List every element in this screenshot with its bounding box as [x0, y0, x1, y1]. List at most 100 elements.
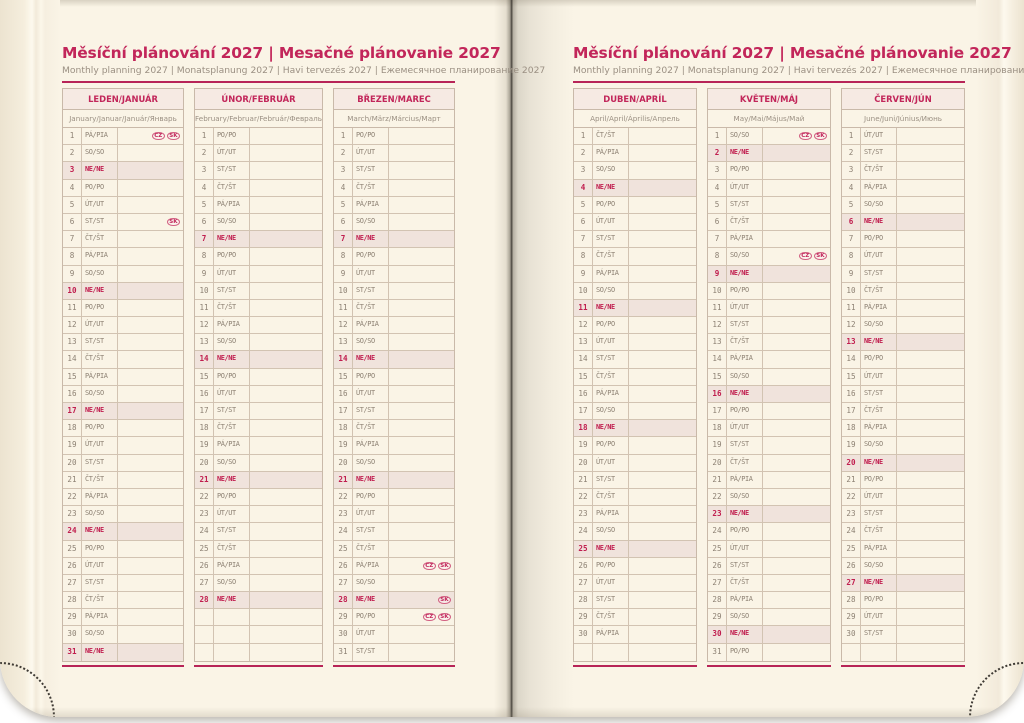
notes-cell: [118, 626, 183, 642]
notes-cell: [629, 300, 696, 316]
notes-cell: [629, 197, 696, 213]
day-number: 28: [708, 592, 727, 609]
notes-cell: [118, 197, 183, 213]
notes-cell: [250, 489, 322, 505]
day-abbrev: ÚT/UT: [861, 609, 897, 626]
day-number: 16: [334, 385, 353, 402]
day-row: 3 ST/ST: [333, 162, 455, 180]
day-number: 1: [63, 128, 82, 145]
notes-cell: [250, 523, 322, 539]
notes-cell: [389, 145, 454, 161]
day-row-sunday: 17 NE/NE: [63, 403, 184, 421]
day-abbrev: PÁ/PIA: [593, 385, 629, 402]
day-abbrev: PO/PO: [82, 420, 118, 437]
day-number: 14: [842, 351, 861, 368]
day-row: 15 PÁ/PIA: [63, 368, 184, 386]
day-abbrev: ST/ST: [82, 574, 118, 592]
day-row: 17 PO/PO: [708, 403, 830, 421]
page-stack-edge-right: [976, 0, 1024, 717]
notes-cell: [763, 609, 830, 625]
day-row: 4 ÚT/UT: [708, 179, 830, 197]
month-grid: ÚNOR/FEBRUÁR February/Februar/Február/Фев…: [194, 88, 323, 662]
notes-cell: [629, 283, 696, 299]
day-row: [195, 609, 322, 627]
day-abbrev: ÚT/UT: [353, 385, 389, 402]
notes-cell: [629, 609, 696, 625]
day-abbrev: ST/ST: [593, 471, 629, 488]
day-number: 6: [63, 213, 82, 231]
notes-cell: [118, 180, 183, 196]
notes-cell: [118, 351, 183, 367]
notes-cell: [389, 455, 454, 471]
day-row: 11 PÁ/PIA: [842, 299, 964, 318]
notes-cell: [389, 180, 454, 196]
day-number: 21: [334, 471, 353, 488]
day-abbrev: ÚT/UT: [593, 334, 629, 351]
notes-cell: [118, 472, 183, 488]
day-abbrev: PO/PO: [727, 162, 763, 179]
day-number: 26: [195, 557, 215, 574]
notes-cell: [897, 592, 964, 608]
day-abbrev: NE/NE: [353, 231, 389, 248]
day-abbrev: PÁ/PIA: [82, 609, 118, 626]
month-rows: 1 SO/SO CZ SK 2 NE/NE 3 PO/PO 4 ÚT/UT 5 ST/ST 6 ČT/ŠT…: [708, 128, 830, 661]
day-number: 3: [842, 162, 861, 179]
day-abbrev: PÁ/PIA: [214, 317, 251, 334]
notes-cell: [763, 162, 830, 178]
day-abbrev: ST/ST: [214, 523, 251, 540]
notes-cell: [629, 386, 696, 402]
notes-cell: [389, 334, 454, 350]
day-row: [195, 643, 322, 661]
day-row: 19 PÁ/PIA: [333, 437, 455, 455]
day-abbrev: NE/NE: [82, 403, 118, 420]
page-right: Měsíční plánování 2027 | Mesačné plánova…: [573, 44, 1024, 667]
notes-cell: [897, 334, 964, 350]
day-abbrev: PÁ/PIA: [214, 437, 251, 454]
notes-cell: [763, 541, 830, 557]
day-row: [842, 643, 964, 661]
day-number: 15: [574, 368, 593, 385]
day-number: 4: [842, 179, 861, 196]
day-abbrev: ST/ST: [353, 643, 389, 661]
notes-cell: [897, 369, 964, 385]
day-number: 5: [574, 196, 593, 213]
notes-cell: [118, 644, 183, 661]
day-number: 29: [842, 609, 861, 626]
page-left: Měsíční plánování 2027 | Mesačné plánova…: [62, 44, 545, 667]
day-abbrev: SO/SO: [727, 609, 763, 626]
day-number: 3: [63, 162, 82, 179]
notes-cell: [897, 266, 964, 282]
day-number: 28: [842, 592, 861, 609]
day-number: 25: [708, 540, 727, 557]
day-row: 3 SO/SO: [574, 162, 696, 180]
day-row: 18 PO/PO: [63, 420, 184, 438]
day-abbrev: PÁ/PIA: [727, 231, 763, 248]
notes-cell: [389, 437, 454, 453]
day-number: 5: [334, 196, 353, 213]
day-number: 26: [574, 557, 593, 574]
day-number: 11: [708, 299, 727, 317]
day-number: 14: [334, 351, 353, 368]
day-number: 24: [195, 523, 215, 540]
day-number: 22: [195, 488, 215, 506]
notes-cell: [897, 197, 964, 213]
day-number: [195, 643, 215, 661]
day-number: [842, 643, 861, 661]
notes-cell: [629, 180, 696, 196]
day-abbrev: ČT/ŠT: [593, 248, 629, 265]
day-row: 25 ÚT/UT: [708, 540, 830, 558]
notes-cell: [389, 248, 454, 264]
notes-cell: [118, 455, 183, 471]
day-row: 2 ST/ST: [842, 145, 964, 163]
notes-cell: [897, 317, 964, 333]
day-row: 26 SO/SO: [842, 557, 964, 575]
day-abbrev: ST/ST: [214, 162, 251, 179]
month-grid: BŘEZEN/MAREC March/März/Március/Март 1 PO/P…: [332, 88, 456, 662]
day-number: 9: [195, 265, 215, 282]
day-abbrev: [593, 643, 629, 661]
day-abbrev: SO/SO: [353, 454, 389, 471]
notes-cell: CZ SK: [763, 128, 830, 144]
day-abbrev: ST/ST: [82, 454, 118, 471]
day-row: 29 PO/PO CZ SK: [333, 609, 455, 627]
day-abbrev: SO/SO: [727, 128, 763, 145]
